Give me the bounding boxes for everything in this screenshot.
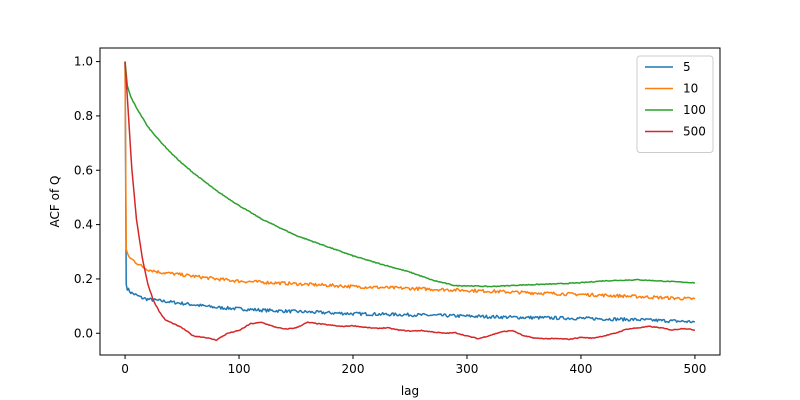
series-line-500 xyxy=(124,61,696,342)
series-line-10 xyxy=(124,61,696,301)
legend-label-10: 10 xyxy=(683,82,698,96)
y-tick-label: 0.0 xyxy=(74,326,93,340)
legend-box xyxy=(636,55,714,153)
y-axis-label: ACF of Q xyxy=(48,176,62,228)
plot-frame xyxy=(99,47,721,356)
series-line-5 xyxy=(124,61,696,324)
y-axis-ticks: 0.0 0.2 0.4 0.6 0.8 1.0 xyxy=(74,55,100,340)
x-tick-label: 200 xyxy=(342,362,365,376)
y-tick-label: 0.6 xyxy=(74,163,93,177)
x-tick-label: 0 xyxy=(121,362,129,376)
plot-lines xyxy=(124,61,696,342)
x-tick-label: 300 xyxy=(456,362,479,376)
x-axis-ticks: 0 100 200 300 400 500 xyxy=(121,355,706,376)
legend-label-100: 100 xyxy=(683,103,706,117)
legend-label-5: 5 xyxy=(683,60,691,74)
x-axis-label: lag xyxy=(401,384,419,398)
legend: 5 10 100 500 xyxy=(636,55,714,153)
y-tick-label: 0.2 xyxy=(74,272,93,286)
y-tick-label: 0.8 xyxy=(74,109,93,123)
x-tick-label: 500 xyxy=(683,362,706,376)
y-tick-label: 0.4 xyxy=(74,218,93,232)
series-line-100 xyxy=(124,61,696,288)
legend-label-500: 500 xyxy=(683,125,706,139)
x-tick-label: 100 xyxy=(228,362,251,376)
x-tick-label: 400 xyxy=(570,362,593,376)
y-tick-label: 1.0 xyxy=(74,55,93,69)
